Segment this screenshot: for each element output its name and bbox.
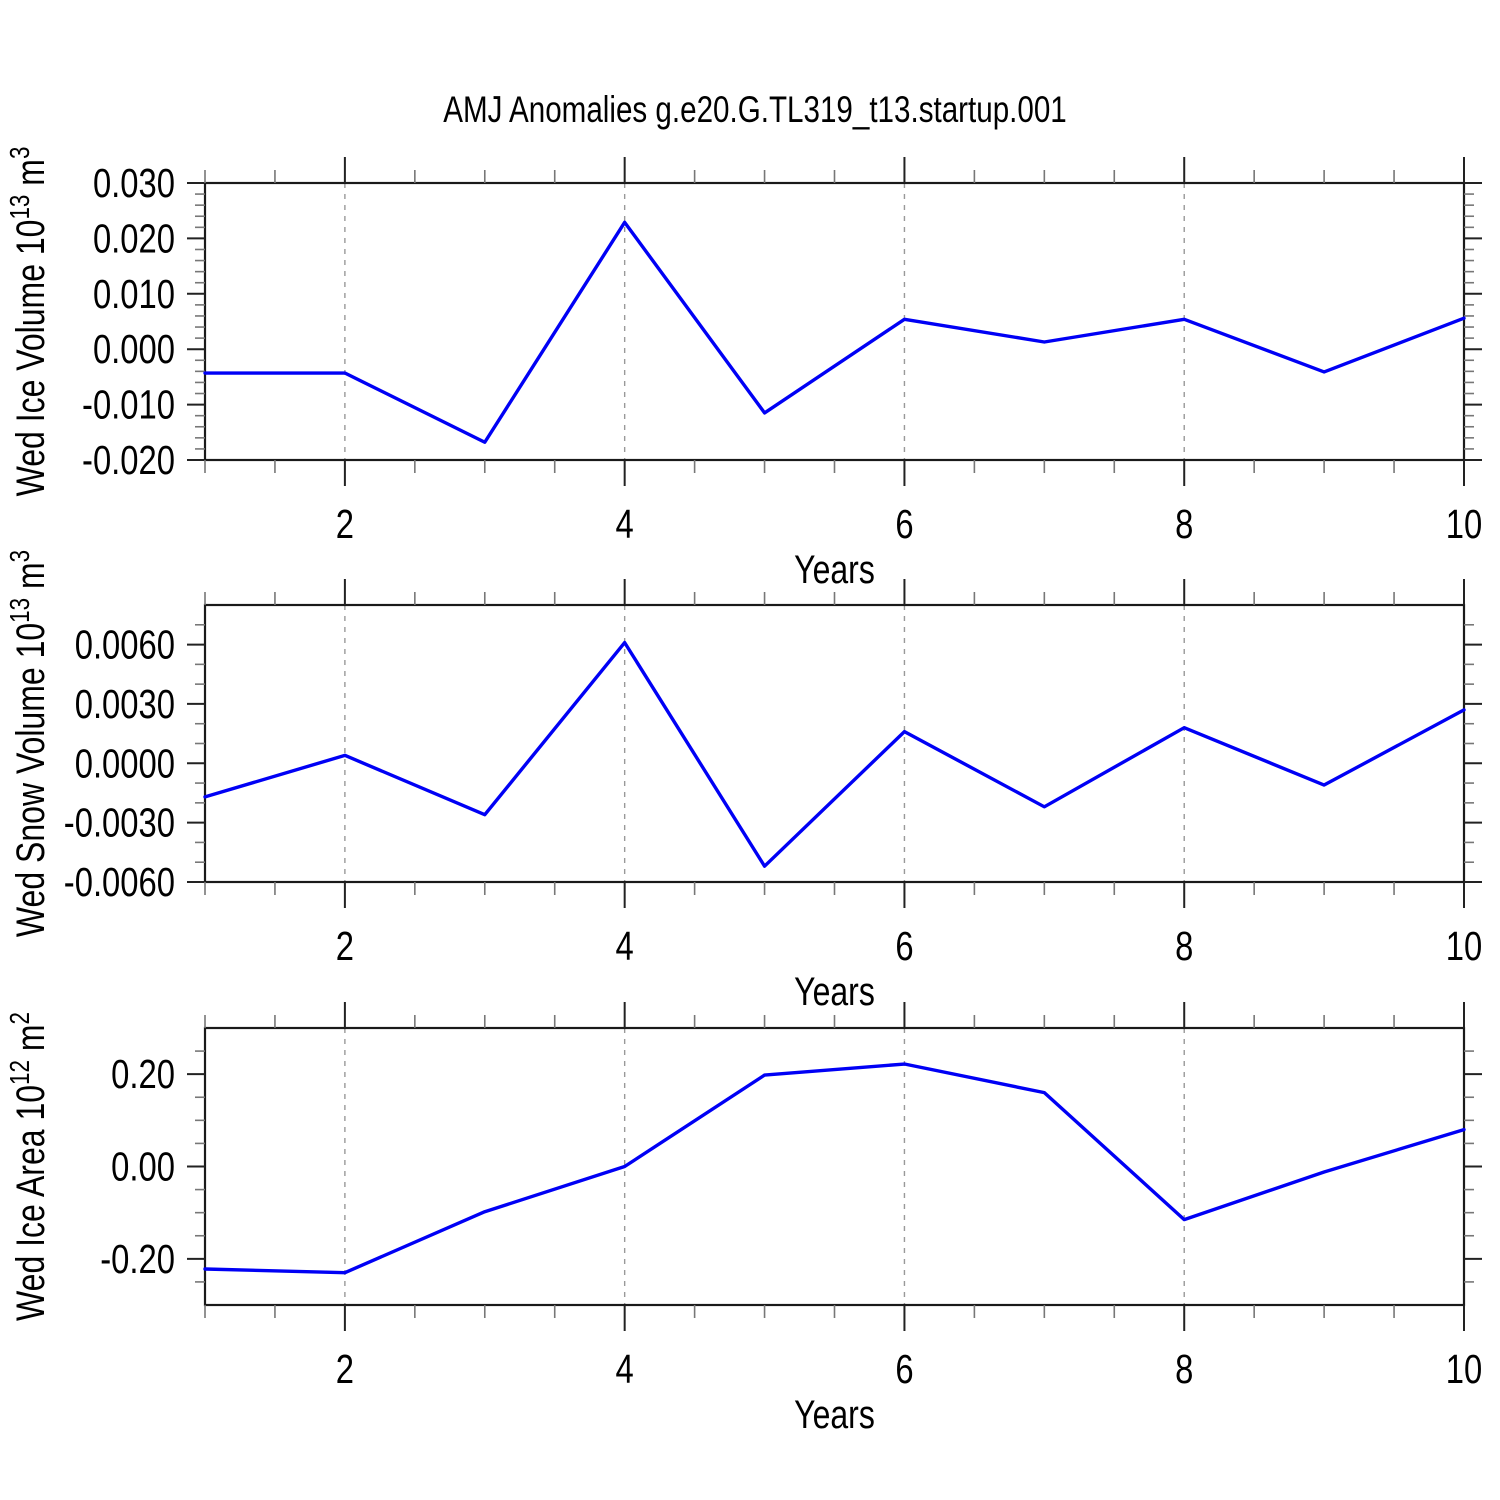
y-axis-title-part: Wed Snow Volume 10 <box>8 623 53 937</box>
y-tick-label: 0.000 <box>93 326 175 372</box>
panel-wed-ice-area: 0.20 0.00 -0.20 2 4 6 8 10 Years Wed Ice Area 101… <box>5 1002 1482 1437</box>
y-axis-title-part: m <box>8 1025 53 1061</box>
data-line-wed-snow-volume <box>203 640 1466 868</box>
y-tick-label: -0.20 <box>100 1235 175 1281</box>
x-axis-title: Years <box>794 1392 875 1437</box>
y-axis-title-part: 2 <box>5 1012 36 1024</box>
y-tick-label: 0.0000 <box>75 740 175 786</box>
panels-group: 0.030 0.020 0.010 0.000 -0.010 -0.020 2 4 6 8 10 Ye… <box>5 147 1483 1437</box>
y-tick-label: 0.030 <box>93 159 175 205</box>
y-axis-title-part: Wed Ice Volume 10 <box>8 220 53 497</box>
x-tick-label: 2 <box>336 500 354 546</box>
x-tick-label: 2 <box>336 1345 354 1391</box>
y-tick-label: 0.0030 <box>75 680 175 726</box>
x-tick-label: 6 <box>895 500 913 546</box>
data-line-wed-ice-area <box>203 1062 1466 1275</box>
figure-title: AMJ Anomalies g.e20.G.TL319_t13.startup.… <box>443 90 1067 131</box>
y-tick-label: -0.0030 <box>64 799 175 845</box>
y-axis-title-part: m <box>8 562 53 598</box>
x-tick-label: 2 <box>336 922 354 968</box>
y-tick-label: 0.00 <box>111 1143 175 1189</box>
y-tick-label: -0.010 <box>82 381 175 427</box>
x-tick-label: 4 <box>616 922 634 968</box>
y-axis-title-part: 3 <box>5 550 36 562</box>
x-tick-label: 6 <box>895 1345 913 1391</box>
y-tick-label: 0.010 <box>93 270 175 316</box>
x-tick-label: 4 <box>616 1345 634 1391</box>
x-axis-title: Years <box>794 547 875 592</box>
x-tick-label: 10 <box>1446 500 1482 546</box>
panel-frame <box>203 603 1466 884</box>
y-axis-title-part: 13 <box>5 598 36 623</box>
x-tick-label: 8 <box>1175 922 1193 968</box>
x-tick-label: 8 <box>1175 500 1193 546</box>
x-tick-label: 10 <box>1446 922 1482 968</box>
x-axis-title: Years <box>794 969 875 1014</box>
y-axis-title-part: m <box>8 159 53 195</box>
y-tick-label: 0.20 <box>111 1051 175 1097</box>
y-axis-title-part: 13 <box>5 195 36 220</box>
x-tick-label: 8 <box>1175 1345 1193 1391</box>
y-tick-label: 0.0060 <box>75 621 175 667</box>
y-axis-title: Wed Snow Volume 1013 m3 <box>5 550 53 937</box>
y-axis-title-part: 12 <box>5 1060 36 1085</box>
y-axis-title: Wed Ice Area 1012 m2 <box>5 1012 53 1321</box>
x-tick-label: 4 <box>616 500 634 546</box>
y-axis-title: Wed Ice Volume 1013 m3 <box>5 147 53 497</box>
panel-frame <box>203 181 1466 462</box>
y-axis-title-part: 3 <box>5 147 36 159</box>
y-tick-label: -0.0060 <box>64 858 175 904</box>
y-axis-title-part: Wed Ice Area 10 <box>8 1085 53 1321</box>
panel-wed-ice-volume: 0.030 0.020 0.010 0.000 -0.010 -0.020 2 4 6 8 10 Ye… <box>5 147 1483 592</box>
x-tick-label: 10 <box>1446 1345 1482 1391</box>
data-line-wed-ice-volume <box>203 220 1466 444</box>
y-tick-label: -0.020 <box>82 436 175 482</box>
panel-wed-snow-volume: 0.0060 0.0030 0.0000 -0.0030 -0.0060 2 4 6 8 10 Ye… <box>5 550 1483 1014</box>
y-tick-label: 0.020 <box>93 215 175 261</box>
x-tick-label: 6 <box>895 922 913 968</box>
